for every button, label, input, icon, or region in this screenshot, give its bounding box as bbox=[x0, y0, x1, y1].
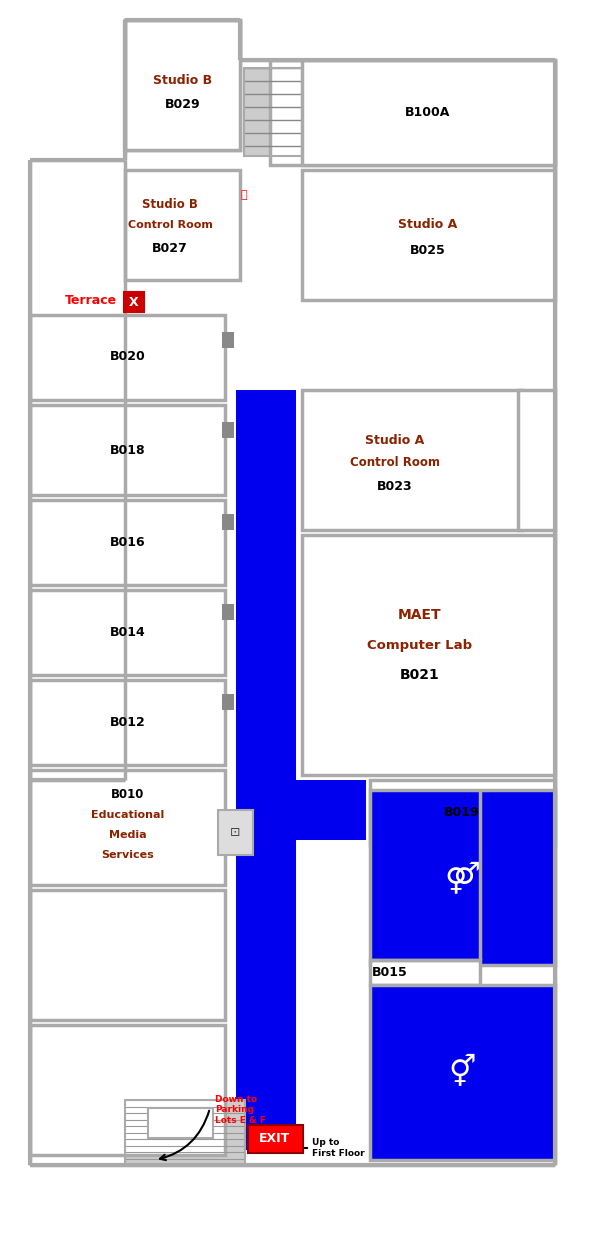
Bar bbox=[125, 171, 240, 280]
Text: ⊡: ⊡ bbox=[230, 825, 240, 838]
Bar bbox=[148, 1108, 213, 1138]
Text: X: X bbox=[129, 295, 139, 309]
Bar bbox=[30, 590, 225, 675]
Bar bbox=[244, 68, 302, 156]
Bar bbox=[125, 1101, 245, 1165]
Bar bbox=[222, 514, 234, 530]
Text: Educational: Educational bbox=[91, 810, 164, 820]
Bar bbox=[302, 390, 522, 530]
Text: B015: B015 bbox=[372, 966, 408, 979]
Bar bbox=[370, 791, 555, 965]
Text: B012: B012 bbox=[110, 716, 146, 728]
Text: B014: B014 bbox=[110, 625, 146, 639]
Bar bbox=[218, 810, 253, 855]
Bar bbox=[125, 20, 240, 149]
Bar bbox=[30, 769, 225, 885]
Text: MAET: MAET bbox=[398, 608, 442, 622]
Text: 🔺: 🔺 bbox=[241, 190, 247, 200]
Bar bbox=[244, 68, 302, 156]
Bar bbox=[30, 1025, 225, 1155]
Bar bbox=[370, 985, 555, 1160]
Bar bbox=[222, 693, 234, 710]
Bar bbox=[236, 390, 296, 1010]
Bar bbox=[370, 791, 555, 965]
Bar bbox=[125, 1101, 245, 1165]
Text: Up to
First Floor: Up to First Floor bbox=[312, 1138, 365, 1158]
Bar bbox=[222, 332, 234, 349]
Text: B019: B019 bbox=[444, 806, 480, 818]
Bar bbox=[30, 680, 225, 764]
Bar bbox=[302, 535, 555, 774]
Text: Media: Media bbox=[109, 830, 147, 840]
Bar bbox=[30, 405, 225, 496]
Bar bbox=[236, 781, 366, 840]
Text: B025: B025 bbox=[410, 244, 446, 256]
Bar bbox=[270, 60, 555, 166]
Text: B023: B023 bbox=[377, 479, 413, 493]
Text: Studio B: Studio B bbox=[142, 198, 198, 212]
Text: B010: B010 bbox=[112, 788, 145, 802]
Bar bbox=[222, 604, 234, 620]
Text: Studio A: Studio A bbox=[398, 219, 458, 232]
Text: ⚥: ⚥ bbox=[448, 1056, 476, 1088]
Bar bbox=[222, 422, 234, 438]
Text: Control Room: Control Room bbox=[128, 220, 212, 230]
Bar bbox=[302, 171, 555, 300]
Text: B020: B020 bbox=[110, 351, 146, 364]
Text: ⚤: ⚤ bbox=[444, 862, 480, 893]
Text: Terrace: Terrace bbox=[65, 294, 117, 306]
Bar bbox=[518, 390, 555, 530]
Text: Down to
Parking
Lots E & F: Down to Parking Lots E & F bbox=[215, 1096, 266, 1124]
Bar bbox=[370, 960, 480, 985]
Text: B027: B027 bbox=[152, 242, 188, 254]
Bar bbox=[30, 890, 225, 1020]
Text: B021: B021 bbox=[400, 669, 440, 682]
Bar bbox=[248, 1125, 303, 1153]
Text: Computer Lab: Computer Lab bbox=[367, 639, 473, 651]
Text: Services: Services bbox=[101, 850, 154, 860]
Text: EXIT: EXIT bbox=[259, 1133, 290, 1145]
Bar bbox=[125, 20, 240, 149]
Text: B029: B029 bbox=[165, 98, 201, 112]
Bar bbox=[124, 293, 144, 312]
Bar bbox=[370, 985, 555, 1160]
Text: Studio B: Studio B bbox=[154, 73, 212, 86]
Text: Studio A: Studio A bbox=[365, 433, 425, 447]
Text: B018: B018 bbox=[110, 443, 146, 457]
Bar bbox=[370, 781, 555, 845]
Text: Control Room: Control Room bbox=[350, 456, 440, 468]
Text: B100A: B100A bbox=[406, 106, 451, 118]
Bar bbox=[30, 315, 225, 400]
Bar bbox=[302, 60, 555, 166]
Bar bbox=[236, 840, 296, 1150]
Bar bbox=[30, 500, 225, 585]
Text: B016: B016 bbox=[110, 535, 146, 549]
